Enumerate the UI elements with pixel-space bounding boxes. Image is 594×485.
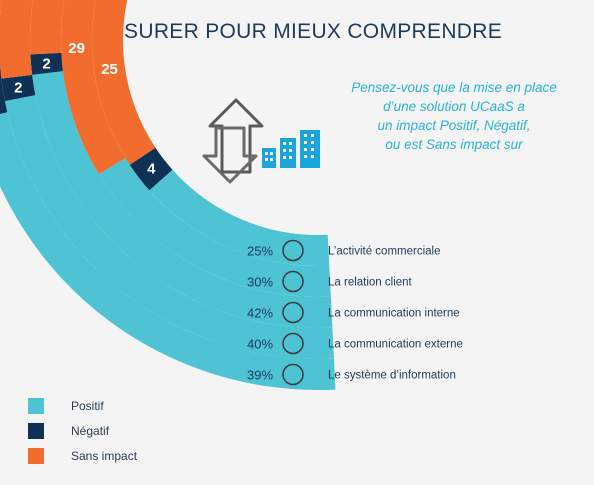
cloud-server-icon (282, 363, 304, 386)
bar-value-label: 4 (147, 161, 156, 178)
arrows-up-down-icon (202, 98, 264, 184)
bar-value-label: 40% (247, 337, 273, 352)
category-label: L’activité commerciale (328, 246, 440, 258)
question-line: Pensez-vous que la mise en place (351, 80, 557, 95)
bar-segment-positif (149, 169, 330, 266)
bar-segment-negatif (0, 64, 8, 114)
bar-segment-positif (32, 71, 333, 328)
bar-value-label: 2 (14, 79, 22, 96)
legend-label-positif: Positif (71, 399, 104, 413)
legend-label-sans-impact: Sans impact (71, 449, 138, 463)
bar-segment-positif (0, 112, 336, 390)
legend-label-negatif: Négatif (71, 424, 110, 438)
question-line: ou est Sans impact sur (385, 137, 523, 152)
people-network-icon (282, 239, 304, 262)
legend-swatch-positif (28, 398, 44, 414)
bar-value-label: 29 (68, 40, 85, 57)
bar-segment-negatif (1, 74, 36, 102)
bar-value-label: 30% (247, 275, 273, 290)
bar-segment-sans-impact (0, 0, 33, 79)
bar-segment-sans-impact (92, 0, 156, 165)
bar-value-label: 25 (101, 61, 118, 78)
bar-value-label: 2 (42, 55, 50, 72)
category-label: La relation client (328, 277, 413, 289)
legend-swatch-negatif (28, 423, 44, 439)
desk-phone-icon (282, 301, 304, 324)
question-line: d’une solution UCaaS a (383, 99, 525, 114)
question-text: Pensez-vous que la mise en place d’une s… (330, 78, 578, 154)
bar-segment-positif (4, 95, 334, 359)
question-line: un impact Positif, Négatif, (377, 118, 531, 133)
bar-value-label: 42% (247, 306, 273, 321)
bar-value-label: 39% (247, 368, 273, 383)
customer-agent-icon (282, 270, 304, 293)
bar-segment-negatif (129, 147, 173, 191)
bar-segment-sans-impact (30, 0, 65, 55)
bar-value-label: 25% (247, 244, 273, 259)
legend-sans-impact: Sans impact (28, 448, 137, 464)
legend-negatif: Négatif (28, 423, 109, 439)
bar-segment-sans-impact (61, 0, 126, 175)
category-label: Le système d’information (328, 370, 456, 382)
bar-segment-positif (98, 158, 331, 297)
bar-segment-negatif (30, 52, 63, 75)
category-label: La communication externe (328, 339, 463, 351)
legend-swatch-sans-impact (28, 448, 44, 464)
category-label: La communication interne (328, 308, 460, 320)
legend-positif: Positif (28, 398, 104, 414)
city-buildings-icon (262, 130, 320, 168)
bar-segment-sans-impact (0, 0, 2, 16)
smartphone-globe-icon (282, 332, 304, 355)
infographic-title: MESURER POUR MIEUX COMPRENDRE (91, 20, 503, 43)
